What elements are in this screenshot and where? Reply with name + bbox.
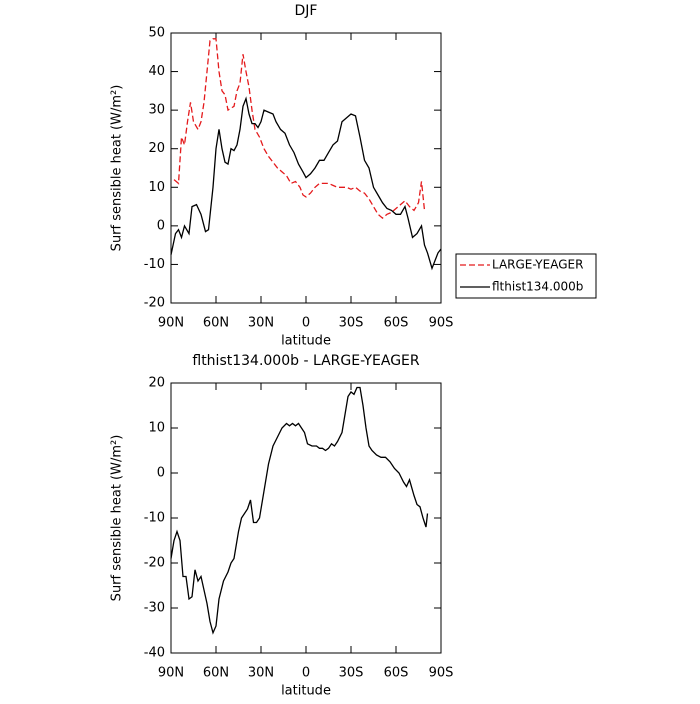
x-tick-label: 90S <box>429 666 454 681</box>
x-tick-label: 90N <box>158 316 184 331</box>
y-tick-label: 40 <box>148 64 165 79</box>
y-tick-label: 20 <box>148 376 165 391</box>
x-tick-label: 90N <box>158 666 184 681</box>
y-tick-label: -40 <box>144 646 165 661</box>
legend-label: flthist134.000b <box>492 280 583 294</box>
y-tick-label: 0 <box>157 466 165 481</box>
x-tick-label: 30S <box>339 666 364 681</box>
y-tick-label: 10 <box>148 421 165 436</box>
y-tick-label: 20 <box>148 141 165 156</box>
y-axis-label: Surf sensible heat (W/m²) <box>110 435 125 602</box>
data-line <box>170 96 442 271</box>
x-axis-label: latitude <box>281 334 331 349</box>
x-tick-label: 90S <box>429 316 454 331</box>
x-tick-label: 30N <box>248 666 274 681</box>
x-tick-label: 30S <box>339 316 364 331</box>
x-tick-label: 60N <box>203 666 229 681</box>
y-tick-label: 10 <box>148 180 165 195</box>
x-axis-label: latitude <box>281 684 331 699</box>
x-tick-label: 30N <box>248 316 274 331</box>
chart-title: DJF <box>295 3 318 19</box>
y-tick-label: -20 <box>144 556 165 571</box>
y-tick-label: 0 <box>157 218 165 233</box>
x-tick-label: 0 <box>302 316 310 331</box>
data-line <box>173 38 426 219</box>
y-tick-label: -10 <box>144 257 165 272</box>
y-tick-label: 50 <box>148 26 165 41</box>
legend-box <box>455 253 597 299</box>
legend-label: LARGE-YEAGER <box>492 258 583 272</box>
x-tick-label: 60S <box>384 666 409 681</box>
y-tick-label: -30 <box>144 601 165 616</box>
y-tick-label: -10 <box>144 511 165 526</box>
x-tick-label: 0 <box>302 666 310 681</box>
y-axis-label: Surf sensible heat (W/m²) <box>110 85 125 252</box>
x-tick-label: 60N <box>203 316 229 331</box>
x-tick-label: 60S <box>384 316 409 331</box>
y-tick-label: -20 <box>144 296 165 311</box>
y-tick-label: 30 <box>148 103 165 118</box>
chart-title: flthist134.000b - LARGE-YEAGER <box>192 353 420 369</box>
data-line <box>170 386 429 635</box>
